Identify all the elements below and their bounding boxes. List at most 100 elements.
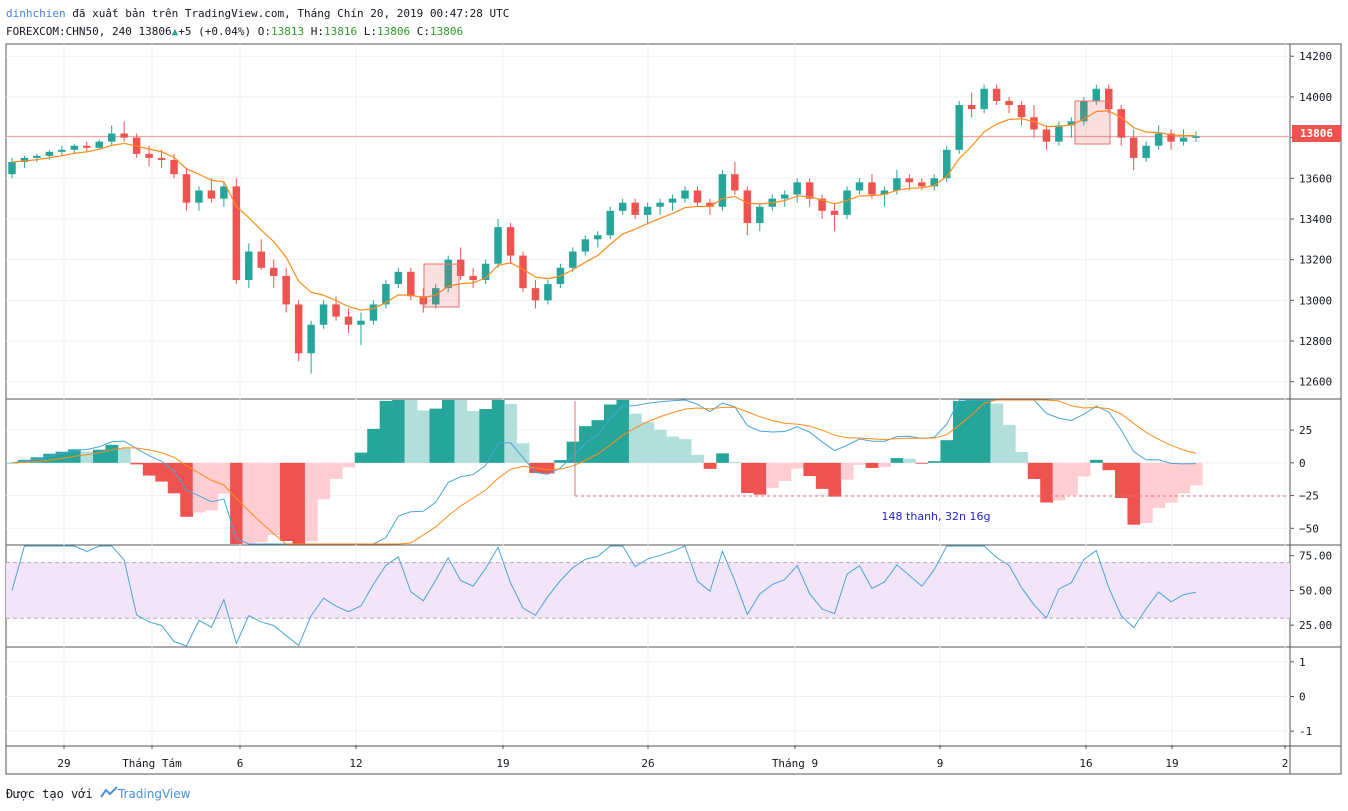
candle-body xyxy=(145,153,153,158)
macd-histogram-bar xyxy=(466,411,480,463)
macd-histogram-bar xyxy=(1189,462,1203,486)
author-link[interactable]: dinhchien xyxy=(6,7,66,20)
candle-body xyxy=(220,186,228,199)
candle-body xyxy=(1042,129,1051,142)
macd-histogram-bar xyxy=(117,448,131,463)
macd-histogram-bar xyxy=(840,462,854,480)
price-axis-label: 13400 xyxy=(1299,213,1332,226)
candle-body xyxy=(668,198,677,203)
close-value: 13806 xyxy=(429,25,464,38)
candle-body xyxy=(918,182,926,187)
candle-body xyxy=(855,182,864,191)
macd-histogram-bar xyxy=(915,462,929,464)
candle-body xyxy=(569,251,577,268)
candle-body xyxy=(955,105,963,150)
candle-body xyxy=(45,151,54,156)
macd-histogram-bar xyxy=(130,462,144,465)
candle-body xyxy=(743,190,752,224)
open-label: O: xyxy=(257,25,271,38)
candle-body xyxy=(980,88,988,110)
macd-histogram-bar xyxy=(1090,459,1103,463)
candle-body xyxy=(793,182,801,195)
macd-histogram-bar xyxy=(853,462,867,465)
candle-body xyxy=(594,235,602,240)
footer: Được tạo với TradingView xyxy=(6,786,190,801)
candle-body xyxy=(494,227,502,264)
tradingview-logo-icon[interactable] xyxy=(100,786,118,801)
candle-body xyxy=(1017,105,1026,118)
macd-histogram-bar xyxy=(691,454,705,463)
macd-histogram-bar xyxy=(1164,462,1178,503)
candle-body xyxy=(731,174,739,191)
macd-histogram-bar xyxy=(790,462,804,469)
macd-histogram-bar xyxy=(1114,462,1128,499)
candle-body xyxy=(544,284,552,301)
chart-canvas[interactable]: 29 Tháng Tám 6 12 19 26 Tháng 9 9 16 19 2 14200 1400… xyxy=(0,0,1348,780)
candle-body xyxy=(257,251,266,268)
macd-histogram-bar xyxy=(828,462,842,497)
candle-body xyxy=(1129,137,1138,158)
candle-body xyxy=(1067,121,1076,126)
macd-histogram-bar xyxy=(977,400,991,463)
time-axis-label: 29 xyxy=(57,757,70,770)
candle-body xyxy=(830,210,839,215)
macd-histogram-bar xyxy=(1177,462,1191,494)
candle-body xyxy=(531,288,540,301)
macd-histogram-bar xyxy=(317,462,331,500)
macd-histogram-bar xyxy=(491,400,505,463)
candle-body xyxy=(319,304,328,325)
macd-histogram-bar xyxy=(43,453,56,463)
macd-histogram-bar xyxy=(653,429,667,463)
candle-body xyxy=(1105,88,1113,110)
candle-body xyxy=(780,194,789,199)
macd-histogram-bar xyxy=(940,440,954,463)
candle-body xyxy=(307,324,315,354)
low-label: L: xyxy=(363,25,377,38)
macd-histogram-bar xyxy=(304,462,318,542)
macd-histogram-bar xyxy=(766,462,779,489)
macd-histogram-bar xyxy=(1152,462,1166,508)
candle-body xyxy=(344,316,353,325)
macd-histogram-bar xyxy=(367,428,380,463)
candle-body xyxy=(618,202,627,211)
candle-body xyxy=(1167,133,1175,142)
candle-body xyxy=(432,288,440,305)
candle-body xyxy=(893,178,901,191)
candle-body xyxy=(419,296,428,305)
rsi-band-fill xyxy=(6,562,1290,619)
macd-histogram-bar xyxy=(142,462,156,476)
candle-body xyxy=(481,263,490,280)
candle-body xyxy=(519,255,527,289)
tradingview-logo-text[interactable]: TradingView xyxy=(117,787,191,801)
symbol-label[interactable]: FOREXCOM:CHN50, 240 xyxy=(6,25,132,38)
candle-body xyxy=(1142,145,1150,158)
candle-body xyxy=(456,259,465,276)
macd-histogram-bar xyxy=(55,451,69,463)
macd-histogram-bar xyxy=(1002,424,1016,463)
price-change: +5 (+0.04%) xyxy=(178,25,252,38)
candle-body xyxy=(407,271,415,297)
macd-histogram-bar xyxy=(1139,462,1153,524)
signal-line xyxy=(11,399,1197,545)
candle-body xyxy=(706,202,714,207)
price-axis-label: 12800 xyxy=(1299,335,1332,348)
macd-histogram-bar xyxy=(865,462,879,468)
macd-histogram-bar xyxy=(728,461,742,463)
candle-body xyxy=(631,202,639,215)
macd-histogram-bar xyxy=(392,400,405,463)
macd-axis-label: 25 xyxy=(1299,424,1312,437)
high-value: 13816 xyxy=(323,25,358,38)
close-label: C: xyxy=(416,25,430,38)
chart-header-line2: FOREXCOM:CHN50, 240 13806▲+5 (+0.04%) O:… xyxy=(6,25,463,38)
macd-histogram-bar xyxy=(404,400,418,463)
time-axis-label: 12 xyxy=(349,757,362,770)
chart-frame xyxy=(5,43,1342,775)
candle-body xyxy=(656,202,664,207)
candle-body xyxy=(444,259,452,289)
highlight-box xyxy=(423,263,460,308)
macd-histogram-bar xyxy=(604,404,617,463)
time-axis-label: 26 xyxy=(641,757,654,770)
last-price: 13806 xyxy=(138,25,172,38)
macd-histogram-bar xyxy=(105,444,119,463)
macd-axis-label: −25 xyxy=(1299,490,1319,503)
